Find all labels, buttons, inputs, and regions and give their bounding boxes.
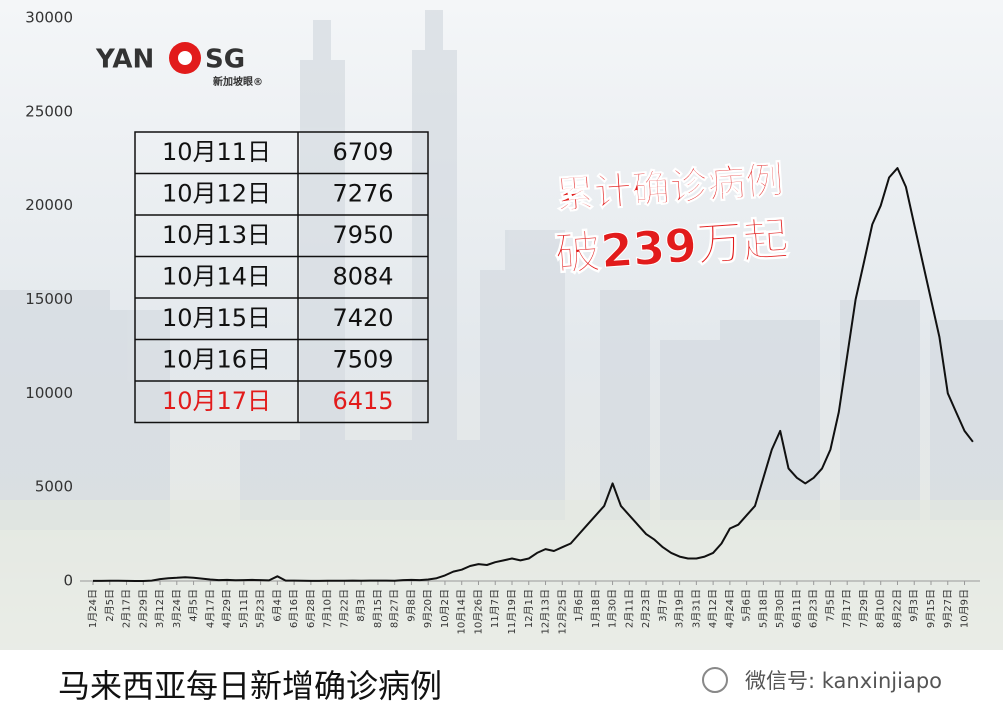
caption: 马来西亚每日新增确诊病例 xyxy=(58,667,442,705)
x-tick-label: 8月15日 xyxy=(372,589,384,628)
table-cell: 8084 xyxy=(332,262,393,290)
x-tick-label: 6月28日 xyxy=(305,589,317,628)
x-tick-label: 1月6日 xyxy=(573,589,585,622)
x-tick-label: 7月29日 xyxy=(858,589,870,628)
x-tick-label: 3月24日 xyxy=(171,589,183,628)
x-tick-label: 9月8日 xyxy=(405,589,417,622)
x-tick-label: 9月20日 xyxy=(422,589,434,628)
logo-eye xyxy=(178,51,192,65)
y-tick-label: 25000 xyxy=(25,102,73,120)
logo-sub: 新加坡眼® xyxy=(213,75,263,88)
x-tick-label: 3月31日 xyxy=(690,589,702,628)
table-border xyxy=(134,131,429,424)
x-tick-label: 10月9日 xyxy=(959,589,971,628)
x-tick-label: 12月25日 xyxy=(556,589,568,634)
table-cell: 10月15日 xyxy=(162,304,271,332)
x-tick-label: 7月22日 xyxy=(338,589,350,628)
x-tick-label: 10月2日 xyxy=(439,589,451,628)
x-tick-label: 8月10日 xyxy=(875,589,887,628)
table-cell: 10月12日 xyxy=(162,179,271,207)
x-tick-label: 2月29日 xyxy=(137,589,149,628)
y-tick-label: 15000 xyxy=(25,290,73,308)
x-tick-label: 5月6日 xyxy=(741,589,753,622)
table-cell: 10月16日 xyxy=(162,345,271,373)
x-tick-label: 4月24日 xyxy=(724,589,736,628)
x-tick-label: 11月19日 xyxy=(506,589,518,634)
table: 10月11日 6709 10月12日 7276 10月13日 7950 10月14日 8084… xyxy=(134,131,429,424)
line xyxy=(93,167,974,582)
x-tick-label: 9月3日 xyxy=(908,589,920,622)
x-tick-label: 6月16日 xyxy=(288,589,300,628)
caption-bar xyxy=(0,650,1003,726)
annotation: 累计确诊病例 xyxy=(555,158,786,218)
x-tick-label: 10月26日 xyxy=(472,589,484,634)
x-tick-label: 6月11日 xyxy=(791,589,803,628)
table-cell: 10月11日 xyxy=(162,138,271,166)
x-tick-label: 7月5日 xyxy=(824,589,836,622)
ground xyxy=(0,500,1003,650)
logo-left: YAN xyxy=(95,45,154,75)
x-tick-label: 3月19日 xyxy=(674,589,686,628)
x-tick-label: 8月3日 xyxy=(355,589,367,622)
y-tick-label: 30000 xyxy=(25,9,73,27)
x-tick-label: 1月18日 xyxy=(590,589,602,628)
x-tick-label: 4月29日 xyxy=(221,589,233,628)
table-cell: 7509 xyxy=(332,345,393,373)
x-tick-label: 1月24日 xyxy=(87,589,99,628)
skyline xyxy=(0,10,1003,530)
x-tick-label: 5月11日 xyxy=(238,589,250,628)
x-tick-label: 4月17日 xyxy=(204,589,216,628)
x-tick-label: 8月22日 xyxy=(891,589,903,628)
x-tick-label: 7月10日 xyxy=(322,589,334,628)
x-tick-label: 9月15日 xyxy=(925,589,937,628)
x-tick-label: 6月23日 xyxy=(808,589,820,628)
x-tick-label: 12月13日 xyxy=(540,589,552,634)
y-tick-label: 10000 xyxy=(25,384,73,402)
y-tick-label: 0 xyxy=(63,572,73,590)
x-tick-label: 12月1日 xyxy=(523,589,535,628)
x-tick-label: 3月7日 xyxy=(657,589,669,622)
x-tick-label: 5月23日 xyxy=(255,589,267,628)
x-tick-label: 4月12日 xyxy=(707,589,719,628)
x-tick-label: 3月12日 xyxy=(154,589,166,628)
x-tick-label: 10月14日 xyxy=(456,589,468,634)
x-tick-label: 4月5日 xyxy=(188,589,200,622)
x-tick-label: 2月5日 xyxy=(104,589,116,622)
x-tick-label: 2月17日 xyxy=(121,589,133,628)
table-cell: 7420 xyxy=(332,304,393,332)
x-tick-label: 7月17日 xyxy=(841,589,853,628)
x-tick-label: 11月7日 xyxy=(489,589,501,628)
x-tick-label: 5月18日 xyxy=(757,589,769,628)
x-tick-label: 9月27日 xyxy=(942,589,954,628)
x-tick-label: 6月4日 xyxy=(271,589,283,622)
table-cell: 6415 xyxy=(332,387,393,415)
table-cell: 10月13日 xyxy=(162,221,271,249)
x-tick-label: 1月30日 xyxy=(607,589,619,628)
table-cell: 6709 xyxy=(332,138,393,166)
x-tick-label: 8月27日 xyxy=(389,589,401,628)
table-cell: 7276 xyxy=(332,179,393,207)
logo-right: SG xyxy=(205,45,245,75)
y-tick-label: 20000 xyxy=(25,196,73,214)
x-tick-label: 2月11日 xyxy=(623,589,635,628)
x-tick-label: 2月23日 xyxy=(640,589,652,628)
watermark: 微信号: kanxinjiapo xyxy=(745,669,942,693)
wechat-icon xyxy=(702,667,728,693)
table-cell: 7950 xyxy=(332,221,393,249)
x-tick-label: 5月30日 xyxy=(774,589,786,628)
table-cell: 10月14日 xyxy=(162,262,271,290)
y-tick-label: 5000 xyxy=(35,478,73,496)
table-cell: 10月17日 xyxy=(162,387,271,415)
